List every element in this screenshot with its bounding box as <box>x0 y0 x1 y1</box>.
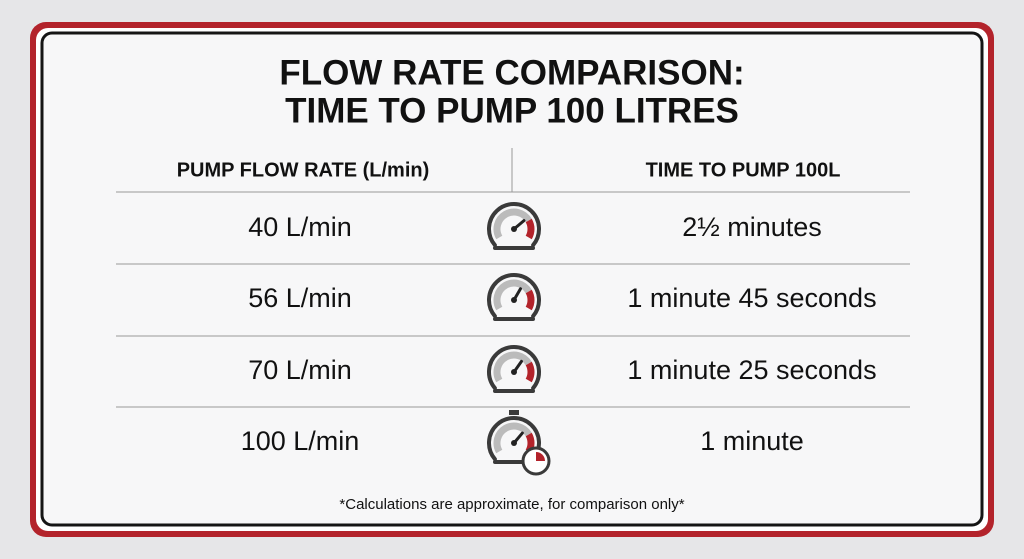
title-line: FLOW RATE COMPARISON: <box>279 53 744 92</box>
gauge-icon <box>487 273 541 321</box>
gauge-scale <box>493 351 532 383</box>
gauge-scale <box>493 208 532 240</box>
gauge-ring <box>487 416 541 462</box>
gauge-ring <box>487 273 541 319</box>
gauge-ring <box>487 345 541 391</box>
card <box>40 31 984 527</box>
column-header: TIME TO PUMP 100L <box>646 159 841 181</box>
gauge-hub <box>511 369 517 375</box>
title-line: TIME TO PUMP 100 LITRES <box>285 91 739 130</box>
stopwatch-sector <box>536 452 545 461</box>
pump-time: 1 minute 45 seconds <box>627 283 876 313</box>
gauge-icon <box>487 345 541 393</box>
gauge-hub <box>511 226 517 232</box>
pump-time: 1 minute <box>700 426 804 456</box>
flow-rate: 70 L/min <box>248 355 352 385</box>
gauge-scale <box>493 422 532 454</box>
gauge-hub <box>511 440 517 446</box>
flow-rate: 100 L/min <box>241 426 360 456</box>
gauge-red <box>525 361 535 383</box>
gauge-red <box>525 218 535 240</box>
pump-time: 1 minute 25 seconds <box>627 355 876 385</box>
gauge-hub <box>511 297 517 303</box>
pump-time: 2½ minutes <box>682 212 822 242</box>
footnote: *Calculations are approximate, for compa… <box>339 496 684 513</box>
column-header: PUMP FLOW RATE (L/min) <box>177 159 430 181</box>
flow-rate: 56 L/min <box>248 283 352 313</box>
stopwatch-button <box>509 410 519 415</box>
gauge-icon <box>487 202 541 250</box>
gauge-icon <box>487 410 551 476</box>
flow-rate: 40 L/min <box>248 212 352 242</box>
gauge-red <box>525 289 535 311</box>
gauge-scale <box>493 279 532 311</box>
gauge-ring <box>487 202 541 248</box>
rows: 40 L/min 2½ minutes 56 L/min 1 minute 45 se… <box>241 202 877 476</box>
